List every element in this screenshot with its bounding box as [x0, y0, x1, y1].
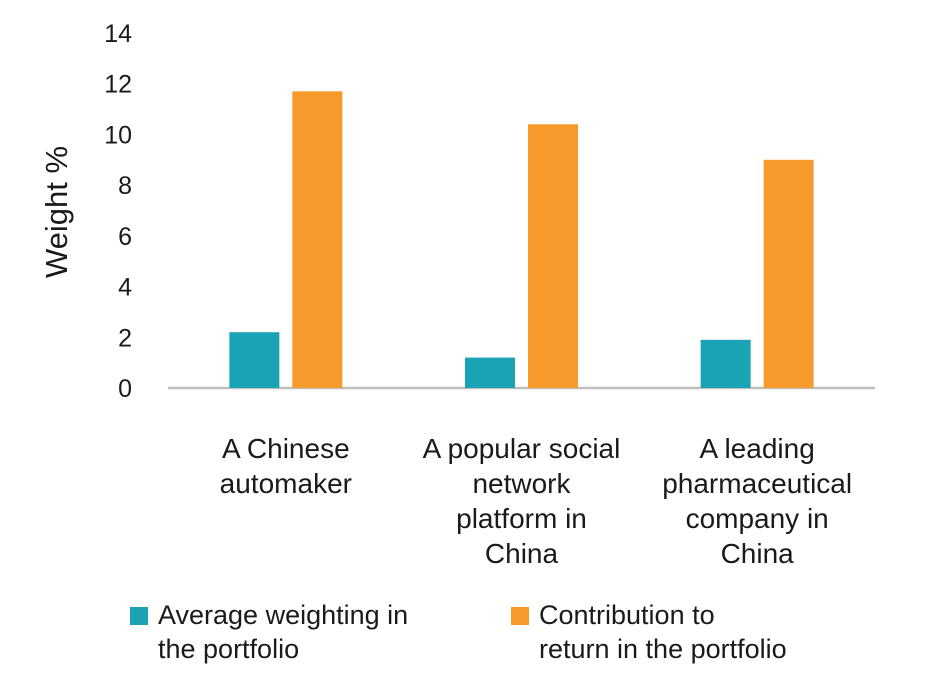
x-tick-label-1: A Chinese automaker [220, 433, 352, 499]
bar-contribution-to-return-1 [292, 91, 343, 389]
legend-label: Contribution to return in the portfolio [539, 598, 849, 666]
y-axis: 0 2 4 6 8 10 12 14 [104, 20, 132, 403]
y-tick-label: 4 [118, 274, 132, 302]
legend-item-contribution-to-return: Contribution to return in the portfolio [511, 598, 849, 666]
legend-label: Average weighting in the portfolio [158, 598, 468, 666]
legend-swatch-orange [511, 607, 529, 625]
y-tick-label: 0 [118, 375, 132, 403]
y-tick-label: 10 [104, 121, 132, 149]
bar-average-weighting-1 [229, 332, 280, 388]
bar-contribution-to-return-2 [528, 124, 578, 389]
bar-chart: 0 2 4 6 8 10 12 14 A Chinese automaker A popular … [39, 20, 875, 569]
y-tick-label: 6 [118, 223, 132, 251]
legend-label-line: Contribution to [539, 600, 715, 630]
legend-label-line: Average weighting in [158, 600, 409, 630]
y-axis-label: Weight % [39, 146, 74, 278]
x-tick-label-2: A popular social network platform in China [423, 433, 621, 569]
legend-label-line: the portfolio [158, 634, 300, 664]
y-tick-label: 8 [118, 172, 132, 200]
y-tick-label: 2 [118, 324, 132, 352]
legend-swatch-teal [130, 607, 148, 625]
bar-contribution-to-return-3 [763, 159, 814, 388]
y-tick-label: 14 [104, 20, 132, 48]
x-tick-label-3: A leading pharmaceutical company in China [662, 433, 852, 569]
legend-item-average-weighting: Average weighting in the portfolio [130, 598, 468, 666]
y-tick-label: 12 [104, 71, 132, 99]
bar-average-weighting-3 [700, 339, 751, 388]
bars [229, 91, 814, 389]
bar-average-weighting-2 [465, 357, 515, 388]
x-axis-labels: A Chinese automaker A popular social networ… [220, 433, 852, 569]
legend-label-line: return in the portfolio [539, 634, 787, 664]
